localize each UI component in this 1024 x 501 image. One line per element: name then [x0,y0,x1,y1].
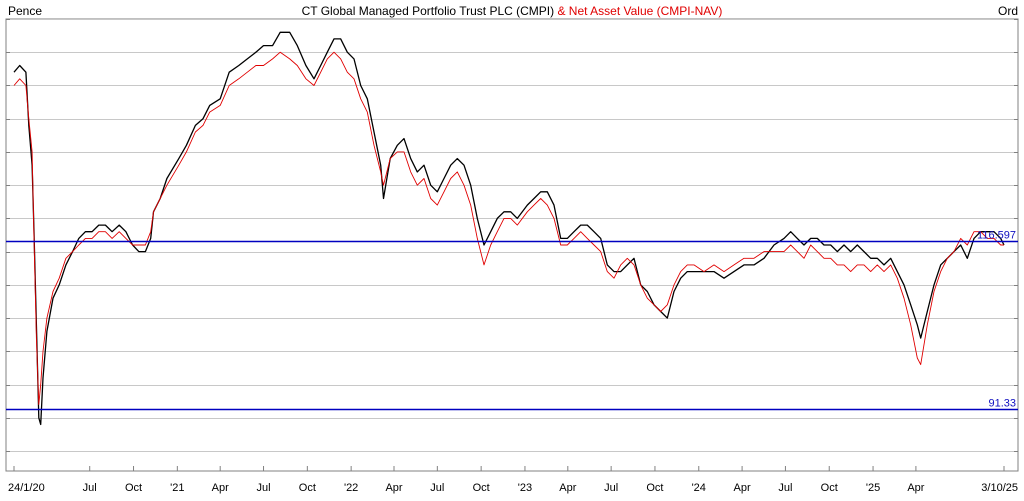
x-tick-label: Jul [604,482,618,494]
x-tick-label: 24/1/20 [8,482,45,494]
x-tick-label: 3/10/25 [981,482,1018,494]
nav-series-line [13,51,1004,405]
x-tick-label: Oct [125,482,142,494]
chart-title: CT Global Managed Portfolio Trust PLC (C… [0,4,1024,18]
x-tick-label: '23 [518,482,532,494]
x-tick-label: Apr [559,482,576,494]
x-tick-label: '21 [170,482,184,494]
x-tick-label: '25 [866,482,880,494]
level-label: 116.597 [977,230,1016,242]
x-tick-label: Oct [821,482,838,494]
x-tick-label: Apr [907,482,924,494]
x-tick-label: Jul [256,482,270,494]
level-label: 91.33 [988,398,1016,410]
x-tick-label: '24 [692,482,706,494]
plot-area [5,18,1019,472]
x-tick-label: Oct [473,482,490,494]
x-tick-label: Apr [385,482,402,494]
share-class-label: Ord [997,4,1018,18]
x-tick-label: Jul [778,482,792,494]
x-tick-label: Apr [212,482,229,494]
chart-title-price: CT Global Managed Portfolio Trust PLC (C… [301,4,555,18]
x-tick-label: '22 [344,482,358,494]
x-tick-label: Jul [83,482,97,494]
x-tick-label: Apr [734,482,751,494]
chart-title-nav: & Net Asset Value (CMPI-NAV) [557,4,723,18]
price-series-line [13,31,1005,426]
x-tick-label: Oct [299,482,316,494]
y-axis-unit-label: Pence [8,4,43,18]
x-tick-label: Oct [646,482,663,494]
x-tick-label: Jul [430,482,444,494]
